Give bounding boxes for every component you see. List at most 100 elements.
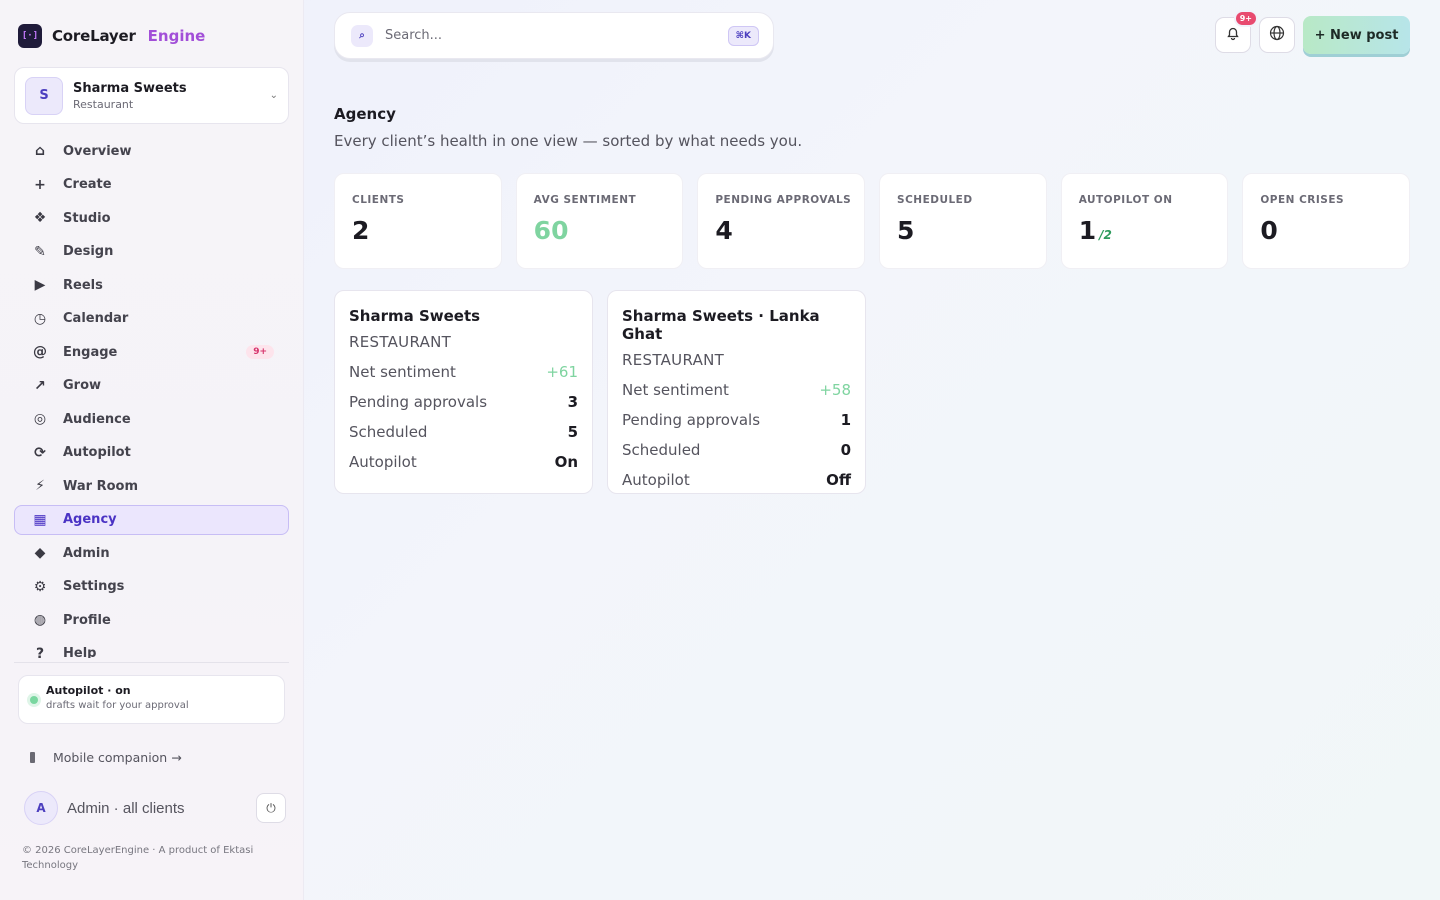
agency-icon: ▦ (33, 511, 47, 528)
metric-label: Scheduled (349, 423, 428, 441)
language-button[interactable] (1259, 17, 1295, 53)
count-badge: 9+ (246, 345, 274, 359)
sidebar-item-admin[interactable]: ◆ Admin (14, 538, 289, 568)
brand-logo-icon: [·] (18, 24, 42, 48)
client-metric-row: Autopilot On (349, 453, 578, 471)
sidebar-item-label: Design (63, 244, 114, 259)
metric-label: Autopilot (349, 453, 417, 471)
sidebar-item-label: Engage (63, 344, 118, 360)
profile-icon: ◍ (33, 612, 47, 628)
avatar[interactable]: A (24, 791, 58, 825)
client-metric-row: Net sentiment +61 (349, 363, 578, 381)
sidebar-item-reels[interactable]: ▶ Reels (14, 270, 289, 300)
divider (14, 662, 289, 663)
sidebar-item-autopilot[interactable]: ⟳ Autopilot (14, 438, 289, 468)
metric-value: 1 (840, 411, 851, 429)
client-card-name: Sharma Sweets · Lanka Ghat (622, 307, 820, 343)
help-icon: ? (35, 645, 45, 659)
mobile-companion-label: Mobile companion → (53, 750, 182, 765)
studio-icon: ❖ (33, 210, 47, 226)
stat-value: 0 (1260, 216, 1409, 245)
bell-icon (1225, 25, 1241, 45)
settings-icon: ⚙ (33, 578, 47, 595)
user-row: A Admin · all clients ⏻ (24, 791, 286, 825)
stat-card-avg-sentiment: AVG SENTIMENT 60 (515, 173, 684, 269)
client-metric-row: Autopilot Off (622, 471, 851, 489)
sidebar-item-label: Reels (63, 277, 103, 293)
client-switcher[interactable]: S Sharma Sweets Restaurant ⌄ (14, 67, 289, 124)
stat-value: 2 (352, 216, 501, 245)
sidebar-item-label: Agency (63, 512, 117, 527)
notifications-button[interactable]: 9+ (1215, 10, 1258, 53)
client-metric-row: Scheduled 5 (349, 423, 578, 441)
page-title: Agency (334, 105, 396, 123)
sidebar-item-studio[interactable]: ❖ Studio (14, 203, 289, 233)
sidebar-item-label: Studio (63, 210, 111, 226)
client-metric-row: Pending approvals 1 (622, 411, 851, 429)
client-metric-row: Net sentiment +58 (622, 381, 851, 399)
stat-value: 60 (534, 216, 683, 245)
stat-number: 4 (715, 216, 733, 245)
sidebar-item-label: Autopilot (63, 445, 131, 460)
client-metric-row: Pending approvals 3 (349, 393, 578, 411)
stat-card-autopilot-on: AUTOPILOT ON 1/2 (1060, 173, 1229, 269)
metric-value: On (554, 453, 578, 471)
logout-button[interactable]: ⏻ (256, 793, 286, 823)
sidebar-item-grow[interactable]: ↗ Grow (14, 371, 289, 401)
stat-number: 5 (897, 216, 915, 245)
new-post-button[interactable]: + New post (1303, 16, 1410, 54)
stat-card-pending-approvals: PENDING APPROVALS 4 (697, 173, 866, 269)
search-bar[interactable]: ⌕ ⌘K (334, 12, 774, 59)
metric-value: Off (826, 471, 851, 489)
stat-label: CLIENTS (352, 194, 405, 206)
metric-label: Scheduled (622, 441, 701, 459)
power-icon: ⏻ (266, 800, 276, 815)
shortcut-badge: ⌘K (727, 25, 759, 46)
sidebar-item-overview[interactable]: ⌂ Overview (14, 136, 289, 166)
sidebar-item-settings[interactable]: ⚙ Settings (14, 572, 289, 602)
metric-value: +58 (819, 381, 851, 399)
admin-icon: ◆ (34, 545, 46, 561)
metric-value: 3 (567, 393, 578, 411)
client-card[interactable]: Sharma Sweets RESTAURANT Net sentiment +61 P… (334, 290, 593, 494)
brand-accent: Engine (147, 27, 206, 45)
autopilot-status-card[interactable]: Autopilot · on drafts wait for your appr… (18, 675, 285, 724)
sidebar-item-audience[interactable]: ◎ Audience (14, 404, 289, 434)
stat-card-open-crises: OPEN CRISES 0 (1242, 173, 1411, 269)
sidebar-nav: ⌂ Overview + Create ❖ Studio ✎ Design ▶ Reels ◷ Cal… (14, 136, 289, 658)
metric-label: Net sentiment (622, 381, 729, 399)
sidebar-item-engage[interactable]: @ Engage 9+ (14, 337, 289, 367)
client-metric-row: Scheduled 0 (622, 441, 851, 459)
stat-number: 1 (1078, 216, 1097, 245)
client-name: Sharma Sweets (73, 80, 187, 96)
phone-icon (30, 752, 35, 763)
client-card[interactable]: Sharma Sweets · Lanka Ghat RESTAURANT Net … (607, 290, 866, 494)
sidebar-item-label: Audience (63, 411, 131, 427)
sidebar-item-label: Create (63, 177, 112, 192)
sidebar-item-label: Overview (63, 143, 132, 159)
sidebar-item-help[interactable]: ? Help (14, 639, 289, 659)
brand[interactable]: [·] CoreLayer Engine (18, 24, 205, 48)
sidebar-item-war-room[interactable]: ⚡ War Room (14, 471, 289, 501)
sidebar-item-create[interactable]: + Create (14, 170, 289, 200)
stat-label: AVG SENTIMENT (533, 194, 637, 206)
client-avatar: S (25, 76, 63, 115)
sidebar-item-calendar[interactable]: ◷ Calendar (14, 304, 289, 334)
search-input[interactable] (385, 28, 728, 43)
stat-value: 4 (715, 216, 864, 245)
sidebar-item-agency[interactable]: ▦ Agency (14, 504, 289, 535)
sidebar-item-label: Settings (63, 579, 125, 594)
sidebar: [·] CoreLayer Engine S Sharma Sweets Res… (0, 0, 304, 900)
client-cards: Sharma Sweets RESTAURANT Net sentiment +61 P… (334, 290, 866, 494)
metric-label: Pending approvals (349, 393, 488, 411)
sidebar-item-label: Calendar (63, 311, 129, 326)
sidebar-item-design[interactable]: ✎ Design (14, 237, 289, 267)
metric-label: Autopilot (622, 471, 690, 489)
stat-value: 1/2 (1079, 216, 1228, 245)
sidebar-item-profile[interactable]: ◍ Profile (14, 605, 289, 635)
search-icon: ⌕ (351, 24, 373, 47)
stat-label: PENDING APPROVALS (715, 194, 852, 206)
mobile-companion-link[interactable]: Mobile companion → (30, 750, 182, 765)
globe-icon (1269, 25, 1285, 45)
stat-number: 60 (533, 216, 569, 245)
